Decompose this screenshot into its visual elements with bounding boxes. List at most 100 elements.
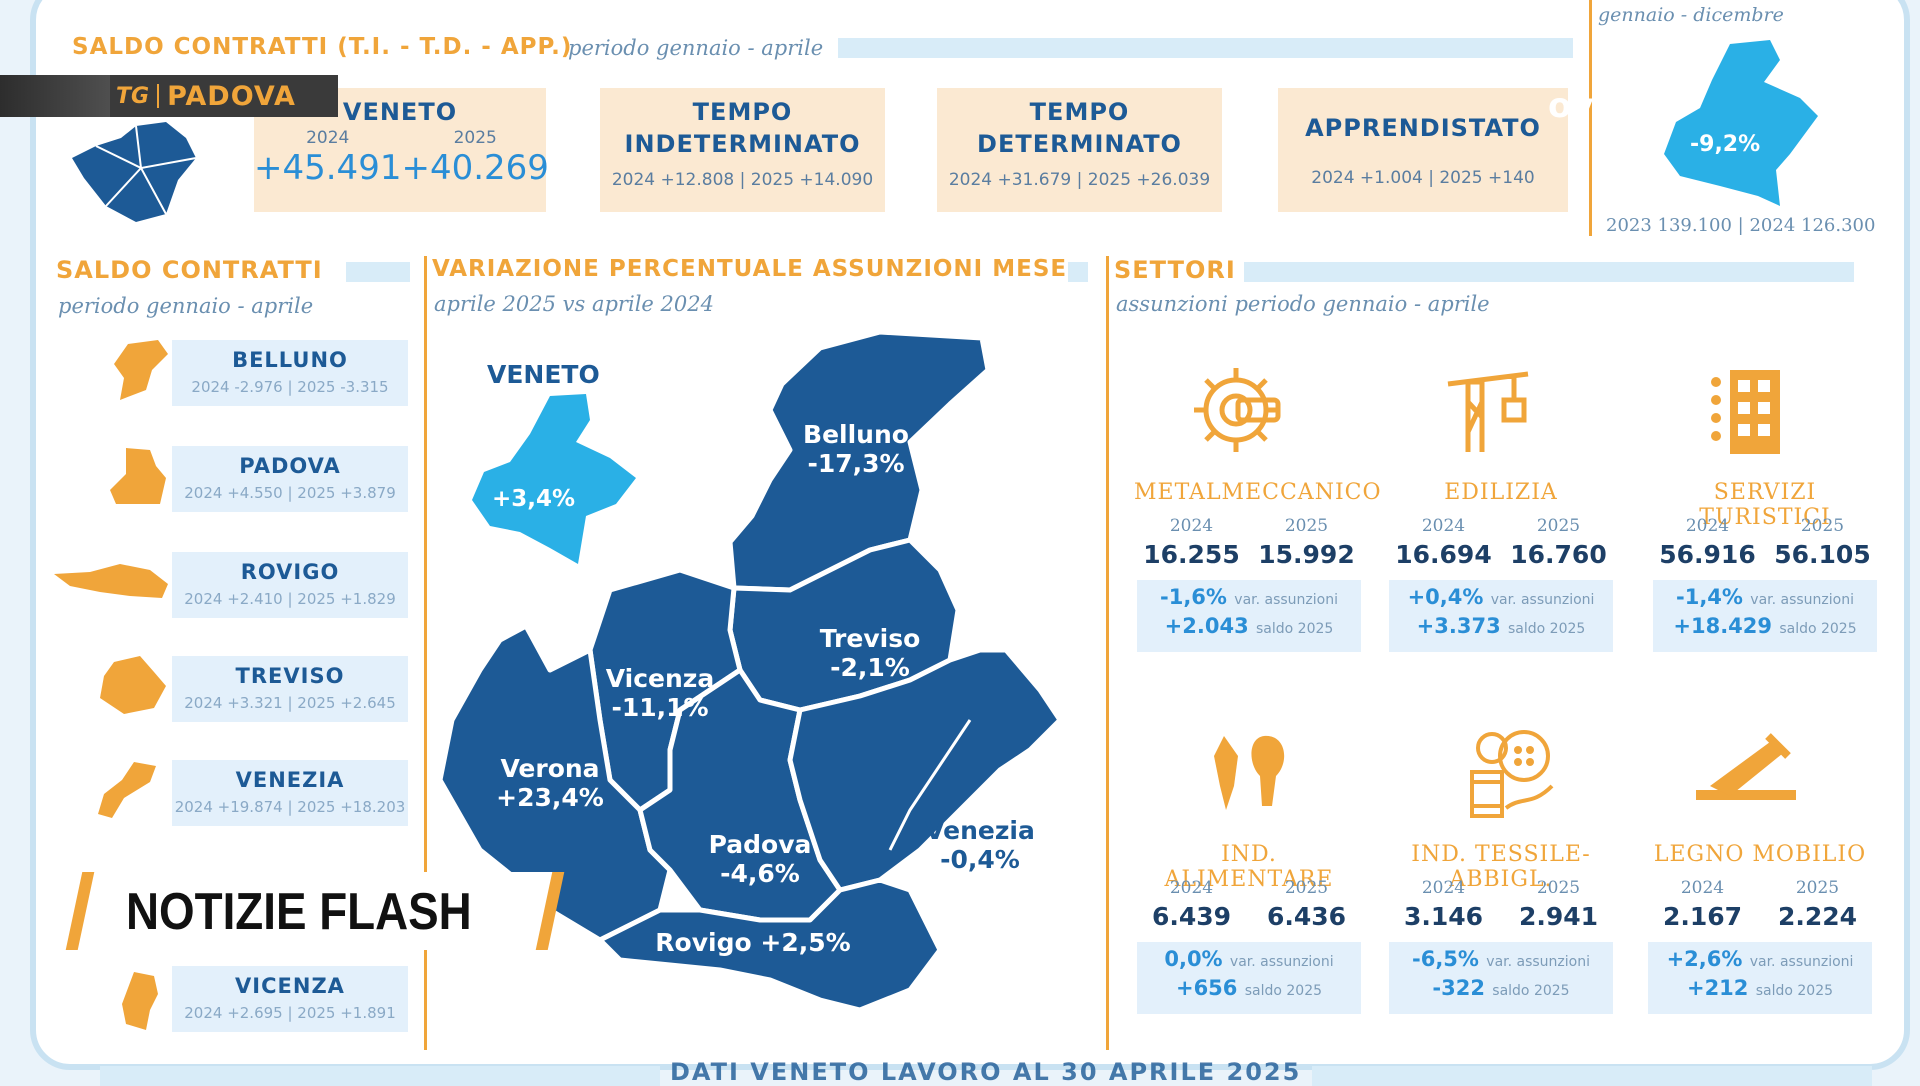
summary-determinato-title1: TEMPO bbox=[1029, 98, 1130, 126]
saldo-value: +656 bbox=[1175, 976, 1238, 1000]
sector-metalmeccanico-change: -1,6% var. assunzioni +2.043 saldo 2025 bbox=[1137, 580, 1361, 652]
year: 2025 bbox=[1536, 878, 1581, 898]
saldo-label: saldo 2025 bbox=[1508, 621, 1586, 637]
change-value: -1,6% bbox=[1160, 585, 1227, 609]
hotel-icon bbox=[1711, 370, 1780, 454]
province-values: 2024 +2.695 | 2025 +1.891 bbox=[184, 1004, 396, 1022]
saldo-value: +3.373 bbox=[1416, 614, 1501, 638]
summary-veneto-value2: +40.269 bbox=[401, 148, 549, 188]
year: 2024 bbox=[1680, 878, 1725, 898]
year: 2025 bbox=[1800, 516, 1845, 536]
province-name: BELLUNO bbox=[232, 348, 348, 372]
map-label-belluno: Belluno -17,3% bbox=[786, 420, 926, 478]
region-name: Treviso bbox=[819, 624, 921, 653]
sector-turistici-title: SERVIZI TURISTICI bbox=[1699, 480, 1831, 530]
gear-wrench-icon bbox=[1194, 368, 1281, 452]
sector-legno-years: 2024 2025 bbox=[1645, 878, 1875, 898]
province-card-vicenza: VICENZA 2024 +2.695 | 2025 +1.891 bbox=[172, 966, 408, 1032]
summary-indeterminato-detail: 2024 +12.808 | 2025 +14.090 bbox=[611, 170, 874, 190]
top-right-detail: 2023 139.100 | 2024 126.300 bbox=[1606, 215, 1876, 236]
center-panel-title: VARIAZIONE PERCENTUALE ASSUNZIONI MESE bbox=[432, 256, 1068, 282]
region-name: Rovigo bbox=[655, 928, 752, 957]
sector-tessile-change: -6,5% var. assunzioni -322 saldo 2025 bbox=[1389, 942, 1613, 1014]
region-name: Belluno bbox=[803, 420, 909, 449]
province-card-rovigo: ROVIGO 2024 +2.410 | 2025 +1.829 bbox=[172, 552, 408, 618]
saldo-label: saldo 2025 bbox=[1256, 621, 1334, 637]
summary-indeterminato-title2: INDETERMINATO bbox=[624, 130, 861, 158]
header-bar bbox=[838, 38, 1573, 58]
map-label-rovigo: Rovigo +2,5% bbox=[638, 928, 868, 957]
treviso-shape-icon bbox=[100, 656, 166, 714]
left-panel-bar bbox=[346, 262, 410, 282]
saldo-label: saldo 2025 bbox=[1244, 983, 1323, 999]
veneto-light-map bbox=[1664, 40, 1818, 206]
value: 6.436 bbox=[1266, 902, 1347, 931]
saldo-label: saldo 2025 bbox=[1492, 983, 1570, 999]
sector-metalmeccanico-values: 16.255 15.992 bbox=[1134, 540, 1364, 569]
footer-bar-left bbox=[100, 1066, 660, 1086]
region-value: -0,4% bbox=[940, 845, 1020, 874]
value: 56.105 bbox=[1774, 540, 1871, 569]
sector-legno-change: +2,6% var. assunzioni +212 saldo 2025 bbox=[1648, 942, 1872, 1014]
channel-logo: TG PADOVA bbox=[110, 75, 338, 117]
province-values: 2024 +19.874 | 2025 +18.203 bbox=[174, 798, 406, 816]
value: 16.255 bbox=[1143, 540, 1240, 569]
change-label: var. assunzioni bbox=[1749, 954, 1854, 970]
left-panel-title: SALDO CONTRATTI bbox=[56, 256, 323, 284]
flash-label: NOTIZIE FLASH bbox=[126, 883, 472, 941]
summary-indeterminato: TEMPO INDETERMINATO 2024 +12.808 | 2025 … bbox=[600, 88, 885, 212]
logo-strip bbox=[0, 75, 130, 117]
province-card-venezia: VENEZIA 2024 +19.874 | 2025 +18.203 bbox=[172, 760, 408, 826]
sector-legno-title: LEGNO MOBILIO bbox=[1653, 842, 1867, 867]
province-name: TREVISO bbox=[235, 664, 345, 688]
province-name: VICENZA bbox=[235, 974, 345, 998]
top-right-overlay: ovo bbox=[1548, 86, 1617, 126]
region-name: Venezia bbox=[925, 816, 1035, 845]
region-value: -2,1% bbox=[830, 653, 910, 682]
year: 2024 bbox=[1685, 516, 1730, 536]
map-label-padova: Padova -4,6% bbox=[690, 830, 830, 888]
summary-determinato-detail: 2024 +31.679 | 2025 +26.039 bbox=[948, 170, 1211, 190]
province-card-belluno: BELLUNO 2024 -2.976 | 2025 -3.315 bbox=[172, 340, 408, 406]
year: 2025 bbox=[1536, 516, 1581, 536]
saldo-value: +18.429 bbox=[1673, 614, 1773, 638]
sector-tessile-title: IND. TESSILE-ABBIGL. bbox=[1411, 842, 1591, 892]
sector-turistici-years: 2024 2025 bbox=[1650, 516, 1880, 536]
padova-shape-icon bbox=[110, 448, 166, 504]
venezia-shape-icon bbox=[98, 762, 156, 818]
top-right-divider bbox=[1589, 0, 1592, 236]
belluno-shape-icon bbox=[114, 340, 168, 400]
saldo-value: +212 bbox=[1686, 976, 1749, 1000]
value: 15.992 bbox=[1258, 540, 1355, 569]
sector-legno-values: 2.167 2.224 bbox=[1645, 902, 1875, 931]
saldo-label: saldo 2025 bbox=[1755, 983, 1834, 999]
region-value: +2,5% bbox=[760, 928, 851, 957]
thread-button-icon bbox=[1470, 730, 1554, 818]
tg-logo-icon: TG bbox=[116, 83, 150, 109]
change-label: var. assunzioni bbox=[1750, 592, 1854, 608]
rovigo-shape-icon bbox=[54, 564, 168, 598]
sector-metalmeccanico-title: METALMECCANICO bbox=[1134, 480, 1382, 505]
map-rovigo bbox=[597, 877, 943, 1013]
footer-text: DATI VENETO LAVORO AL 30 APRILE 2025 bbox=[670, 1058, 1302, 1086]
sector-turistici-change: -1,4% var. assunzioni +18.429 saldo 2025 bbox=[1653, 580, 1877, 652]
map-venezia bbox=[787, 647, 1063, 893]
year: 2025 bbox=[1284, 516, 1329, 536]
change-value: +2,6% bbox=[1666, 947, 1743, 971]
saldo-value: +2.043 bbox=[1164, 614, 1249, 638]
sector-metalmeccanico-years: 2024 2025 bbox=[1134, 516, 1364, 536]
region-value: +23,4% bbox=[496, 783, 604, 812]
region-value: -17,3% bbox=[807, 449, 905, 478]
value: 16.760 bbox=[1510, 540, 1607, 569]
change-label: var. assunzioni bbox=[1486, 954, 1590, 970]
region-value: -4,6% bbox=[720, 859, 800, 888]
value: 16.694 bbox=[1395, 540, 1492, 569]
right-panel-title: SETTORI bbox=[1114, 256, 1236, 284]
crane-icon bbox=[1447, 371, 1529, 452]
sector-turistici-values: 56.916 56.105 bbox=[1650, 540, 1880, 569]
header-period: periodo gennaio - aprile bbox=[568, 36, 824, 60]
province-values: 2024 +4.550 | 2025 +3.879 bbox=[184, 484, 396, 502]
veneto-small-map bbox=[472, 394, 636, 564]
summary-apprendistato-title: APPRENDISTATO bbox=[1305, 114, 1541, 142]
top-right-change: -9,2% bbox=[1690, 132, 1761, 157]
